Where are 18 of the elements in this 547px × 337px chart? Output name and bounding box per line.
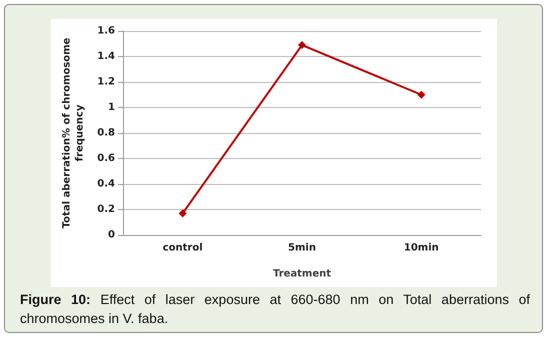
x-tick-label: control xyxy=(162,242,203,254)
y-tick-label: 0.6 xyxy=(97,153,116,164)
y-tick-label: 1.4 xyxy=(97,51,116,62)
y-tick-label: 0 xyxy=(108,230,116,240)
y-axis-title: Total aberration% of chromosome frequency xyxy=(61,37,86,228)
point xyxy=(178,209,187,218)
point xyxy=(417,90,426,99)
point xyxy=(298,41,306,50)
y-tick-label: 0.2 xyxy=(97,204,116,215)
x-axis-title: Treatment xyxy=(272,268,332,280)
y-tick-label: 0.4 xyxy=(97,178,116,190)
x-tick-label: 5min xyxy=(288,242,316,254)
x-tick-label: 10min xyxy=(404,242,439,254)
y-tick-label: 0.8 xyxy=(97,128,116,138)
y-tick-label: 1 xyxy=(108,102,116,113)
caption: Figure 10: Effect of laser exposure at 660-680 nm on Total aberrations of chromosomes in V. faba. xyxy=(20,291,530,328)
y-tick-label: 1.6 xyxy=(97,26,116,36)
y-tick-label: 1.2 xyxy=(97,76,116,88)
